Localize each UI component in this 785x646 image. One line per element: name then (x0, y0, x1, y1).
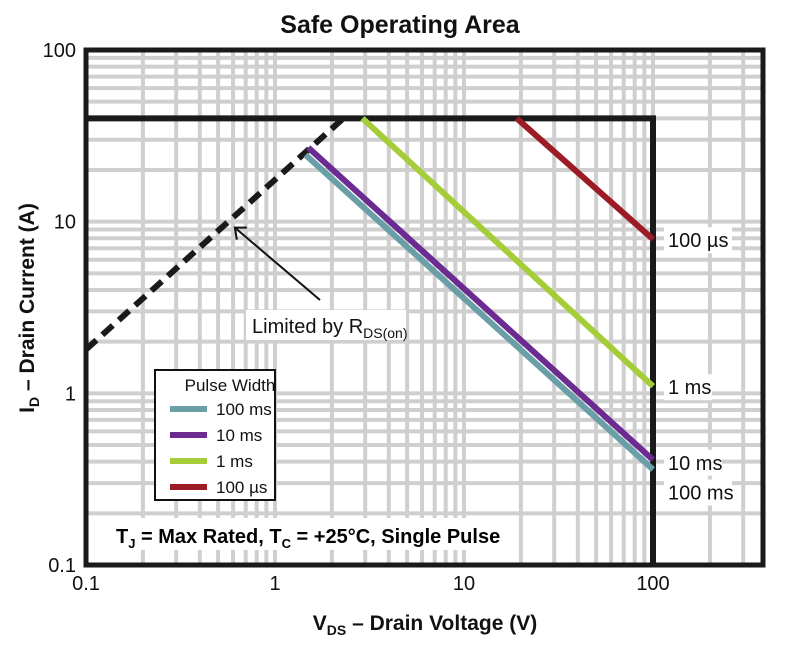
series-end-label: 10 ms (668, 453, 722, 475)
legend-entry: 100 µs (216, 478, 267, 497)
x-tick-label: 100 (636, 573, 669, 595)
series-line-3 (514, 116, 655, 242)
legend-entry: 100 ms (216, 400, 272, 419)
chart-title: Safe Operating Area (280, 11, 521, 39)
conditions-label: TJ = Max Rated, TC = +25°C, Single Pulse (116, 526, 500, 551)
rds-arrow (234, 226, 321, 301)
x-tick-label: 10 (453, 573, 475, 595)
y-tick-label: 1 (65, 383, 76, 405)
rds-limit-line (83, 116, 346, 352)
end-label-bg (664, 227, 732, 254)
series-line-2 (360, 116, 656, 389)
end-label-bg (664, 374, 712, 401)
soa-boundary (86, 115, 656, 565)
series-end-label: 100 µs (668, 230, 728, 252)
plot-frame (83, 47, 766, 568)
y-axis-label: ID – Drain Current (A) (16, 203, 42, 413)
end-label-bg (664, 449, 722, 476)
y-tick-label: 100 (43, 40, 76, 62)
series-end-label: 1 ms (668, 377, 711, 399)
series-line-1 (306, 145, 656, 463)
x-axis-label: VDS – Drain Voltage (V) (313, 612, 537, 638)
rds-annotation: Limited by RDS(on) (246, 310, 408, 341)
tick-labels: 0.1 1 10 100 0.1 1 10 100 (43, 40, 670, 595)
x-tick-label: 0.1 (72, 573, 100, 595)
legend: Pulse Width 100 ms 10 ms 1 ms 100 µs (154, 369, 276, 501)
rds-arrowhead (233, 226, 247, 240)
series-end-label: 100 ms (668, 483, 734, 505)
series-line-0 (303, 152, 656, 472)
legend-entry: 10 ms (216, 426, 262, 445)
conditions-annotation: TJ = Max Rated, TC = +25°C, Single Pulse (108, 518, 503, 551)
y-tick-label: 0.1 (48, 555, 76, 577)
legend-entry: 1 ms (216, 452, 253, 471)
y-tick-label: 10 (54, 212, 76, 234)
rds-label: Limited by RDS(on) (252, 316, 408, 341)
x-tick-label: 1 (269, 573, 280, 595)
plot-marks: 100 ms 10 ms 1 ms 100 µs (83, 47, 766, 568)
end-label-bg (664, 479, 732, 506)
legend-title: Pulse Width (185, 376, 276, 395)
